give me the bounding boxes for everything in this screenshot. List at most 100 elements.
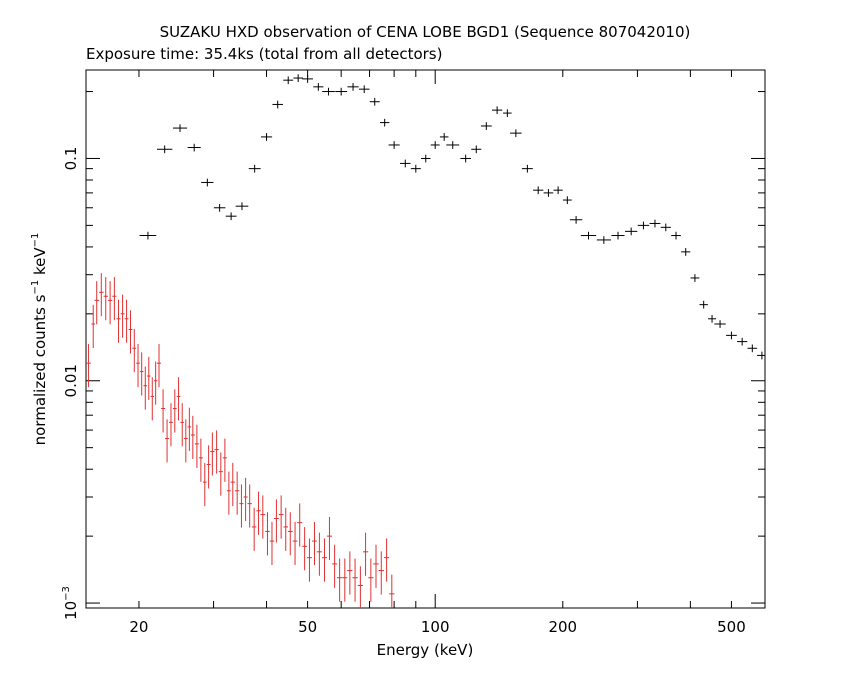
data-point xyxy=(533,186,544,195)
data-point xyxy=(243,477,248,521)
data-point xyxy=(460,154,471,163)
data-point xyxy=(312,521,317,566)
data-point xyxy=(91,304,95,348)
data-point xyxy=(297,503,303,547)
x-tick-label: 500 xyxy=(717,618,746,636)
data-point xyxy=(596,236,611,244)
data-point xyxy=(214,430,219,474)
data-point xyxy=(128,310,133,354)
data-point xyxy=(480,122,492,130)
data-point xyxy=(153,361,158,405)
data-point xyxy=(187,407,192,451)
data-point xyxy=(521,164,533,173)
plot-frame xyxy=(85,69,766,609)
data-point xyxy=(400,159,411,168)
data-point xyxy=(269,521,275,566)
y-axis-label-sup1: −1 xyxy=(30,280,41,295)
data-point xyxy=(306,538,312,582)
series-2 xyxy=(86,273,395,608)
data-point xyxy=(313,83,324,91)
data-point xyxy=(357,566,363,608)
data-point xyxy=(230,462,235,507)
data-point xyxy=(260,495,266,539)
data-point xyxy=(649,219,661,228)
data-point xyxy=(283,507,288,551)
data-point xyxy=(172,124,188,133)
data-point xyxy=(132,329,137,373)
data-point xyxy=(202,462,207,507)
axis-ticks xyxy=(86,70,766,608)
data-point xyxy=(352,558,358,602)
data-point xyxy=(139,352,144,396)
data-point xyxy=(201,178,214,187)
data-point xyxy=(292,521,298,566)
data-point xyxy=(503,109,512,118)
data-point xyxy=(156,343,162,388)
y-axis-label-mid: keV xyxy=(31,247,49,280)
data-point xyxy=(226,471,231,515)
data-point xyxy=(492,106,503,115)
data-point xyxy=(206,445,211,489)
data-point xyxy=(120,294,125,338)
y-tick-labels: 10−3 0.01 0.1 xyxy=(61,147,80,620)
data-point xyxy=(169,403,173,447)
data-point xyxy=(239,484,244,528)
data-point xyxy=(139,231,157,240)
data-point xyxy=(103,277,108,321)
data-point xyxy=(708,315,717,323)
data-point xyxy=(660,223,671,232)
data-point xyxy=(278,495,284,539)
data-point xyxy=(378,551,384,595)
data-point xyxy=(256,491,261,535)
data-point xyxy=(190,415,195,460)
data-point xyxy=(699,300,708,309)
x-tick-label: 200 xyxy=(548,618,577,636)
data-point xyxy=(283,76,294,85)
y-tick-label: 10−3 xyxy=(61,586,80,620)
data-point xyxy=(347,551,353,595)
data-point xyxy=(260,133,273,141)
data-point xyxy=(116,299,121,343)
data-point xyxy=(302,527,308,571)
data-point xyxy=(389,574,395,608)
chart-subtitle: Exposure time: 35.4ks (total from all de… xyxy=(86,45,442,63)
x-axis-label: Energy (keV) xyxy=(377,641,474,659)
data-point xyxy=(213,203,226,212)
data-point xyxy=(569,215,583,224)
x-tick-label: 50 xyxy=(298,618,317,636)
data-point xyxy=(94,281,100,325)
data-point xyxy=(553,186,563,195)
x-tick-label: 100 xyxy=(421,618,450,636)
data-point xyxy=(611,231,625,240)
data-point xyxy=(321,538,327,582)
data-point xyxy=(737,337,748,346)
data-point xyxy=(726,331,737,340)
data-point xyxy=(287,512,293,556)
data-point xyxy=(235,471,240,515)
data-point xyxy=(373,544,379,588)
data-point xyxy=(99,273,104,317)
data-point xyxy=(218,452,223,496)
data-point xyxy=(112,277,117,321)
data-point xyxy=(265,512,270,556)
data-point xyxy=(293,74,303,82)
data-point xyxy=(157,145,173,154)
x-tick-labels: 20 50 100 200 500 xyxy=(129,618,745,636)
data-point xyxy=(143,366,148,410)
data-point xyxy=(225,212,237,221)
data-point xyxy=(165,419,170,463)
data-point xyxy=(388,141,400,149)
data-point xyxy=(384,538,390,582)
data-point xyxy=(322,87,335,96)
data-point xyxy=(124,299,129,343)
data-point xyxy=(379,118,390,127)
data-point xyxy=(172,389,177,433)
y-axis-label-main: normalized counts s xyxy=(31,294,49,445)
x-tick-label: 20 xyxy=(129,618,148,636)
data-point xyxy=(347,83,359,91)
data-point xyxy=(421,154,431,163)
data-point xyxy=(335,87,348,96)
data-point xyxy=(136,343,140,388)
data-point xyxy=(176,377,181,421)
